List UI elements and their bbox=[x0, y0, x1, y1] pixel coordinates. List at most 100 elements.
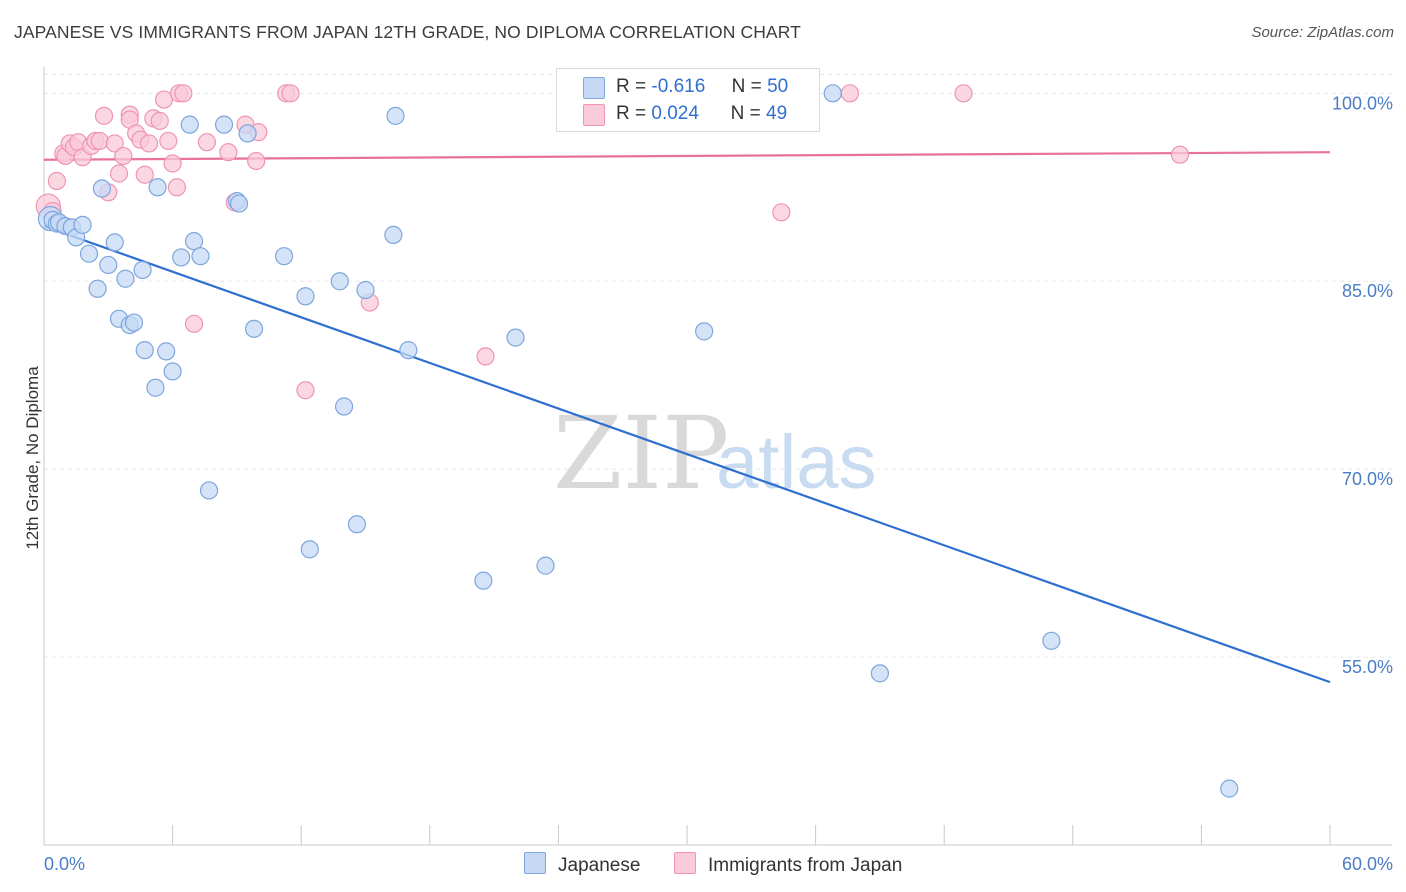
source-credit: Source: ZipAtlas.com bbox=[1251, 24, 1394, 41]
point-immigrants bbox=[476, 347, 495, 366]
point-japanese bbox=[214, 115, 234, 134]
point-japanese bbox=[356, 280, 375, 300]
point-japanese bbox=[274, 247, 294, 266]
point-japanese bbox=[172, 248, 191, 267]
x-tick-label: 0.0% bbox=[44, 854, 85, 874]
legend-stats-immigrants: R = 0.024 N = 49 bbox=[616, 103, 787, 125]
point-japanese bbox=[180, 115, 199, 134]
point-immigrants bbox=[135, 165, 154, 184]
bottom-legend-immigrants: Immigrants from Japan bbox=[674, 852, 902, 877]
point-japanese bbox=[148, 178, 167, 197]
point-immigrants bbox=[109, 164, 129, 183]
point-japanese bbox=[163, 362, 182, 381]
correlation-legend: R = -0.616 N = 50 R = 0.024 N = 49 bbox=[556, 68, 820, 132]
point-japanese bbox=[105, 233, 124, 252]
point-japanese bbox=[536, 556, 555, 575]
trend-line-japanese bbox=[43, 225, 1331, 684]
point-japanese bbox=[1220, 779, 1239, 798]
point-japanese bbox=[347, 515, 367, 534]
point-immigrants bbox=[281, 84, 300, 103]
point-immigrants bbox=[219, 143, 238, 162]
bottom-legend-swatch-immigrants bbox=[674, 852, 696, 874]
point-japanese bbox=[133, 260, 152, 280]
point-immigrants bbox=[159, 131, 178, 151]
chart-title: JAPANESE VS IMMIGRANTS FROM JAPAN 12TH G… bbox=[14, 22, 801, 42]
legend-r-label: R = bbox=[616, 76, 647, 97]
point-japanese bbox=[870, 664, 890, 683]
point-immigrants bbox=[174, 84, 193, 103]
point-japanese bbox=[73, 215, 92, 234]
point-japanese bbox=[184, 232, 204, 251]
point-japanese bbox=[296, 287, 315, 306]
point-immigrants bbox=[197, 133, 216, 152]
bottom-legend-japanese: Japanese bbox=[524, 852, 640, 877]
point-japanese bbox=[300, 540, 319, 559]
point-japanese bbox=[384, 225, 403, 244]
point-japanese bbox=[474, 571, 493, 590]
point-japanese bbox=[92, 179, 111, 198]
legend-r-label: R = bbox=[616, 103, 647, 124]
point-japanese bbox=[199, 481, 219, 500]
legend-swatch-immigrants bbox=[583, 104, 605, 126]
point-japanese bbox=[88, 279, 107, 298]
point-immigrants bbox=[163, 154, 182, 173]
bottom-legend-swatch-japanese bbox=[524, 852, 546, 874]
point-japanese bbox=[334, 397, 354, 416]
point-immigrants bbox=[840, 84, 859, 103]
legend-r-value: -0.616 bbox=[651, 76, 706, 97]
point-immigrants bbox=[114, 146, 133, 166]
watermark: ZIP atlas bbox=[553, 395, 877, 512]
point-japanese bbox=[506, 328, 525, 347]
point-immigrants bbox=[47, 171, 66, 191]
point-immigrants bbox=[184, 314, 204, 333]
point-immigrants bbox=[94, 106, 114, 125]
bottom-legend-label-japanese: Japanese bbox=[558, 855, 641, 876]
legend-swatch-japanese bbox=[583, 77, 605, 99]
point-immigrants bbox=[90, 131, 109, 151]
point-immigrants bbox=[954, 84, 973, 103]
legend-n-value: 50 bbox=[767, 76, 789, 97]
bottom-legend-label-immigrants: Immigrants from Japan bbox=[708, 855, 903, 876]
data-points bbox=[35, 84, 1239, 798]
y-axis-label: 12th Grade, No Diploma bbox=[23, 366, 42, 550]
point-immigrants bbox=[139, 134, 159, 153]
tick-labels: 100.0% 85.0% 70.0% 55.0% 0.0% 60.0% bbox=[44, 93, 1393, 874]
point-japanese bbox=[695, 322, 714, 341]
point-japanese bbox=[157, 342, 176, 361]
y-axis-label-group: 12th Grade, No Diploma bbox=[23, 366, 42, 550]
point-immigrants bbox=[296, 381, 315, 400]
point-japanese bbox=[146, 378, 165, 397]
point-japanese bbox=[330, 272, 349, 291]
x-tick-label: 60.0% bbox=[1342, 854, 1393, 874]
gridlines bbox=[44, 74, 1392, 658]
point-immigrants bbox=[167, 178, 186, 197]
legend-r-value: 0.024 bbox=[651, 103, 699, 124]
point-japanese bbox=[116, 269, 135, 288]
point-japanese bbox=[135, 341, 154, 360]
point-japanese bbox=[386, 106, 405, 125]
point-japanese bbox=[191, 247, 210, 266]
point-japanese bbox=[244, 319, 264, 338]
point-japanese bbox=[79, 244, 99, 263]
point-immigrants bbox=[247, 151, 266, 171]
point-immigrants bbox=[772, 203, 791, 222]
watermark-zip: ZIP bbox=[553, 395, 729, 512]
point-japanese bbox=[124, 313, 144, 332]
watermark-atlas: atlas bbox=[716, 420, 877, 505]
legend-stats-japanese: R = -0.616 N = 50 bbox=[616, 76, 788, 98]
legend-n-value: 49 bbox=[766, 103, 788, 124]
point-japanese bbox=[99, 255, 118, 275]
point-japanese bbox=[229, 194, 249, 213]
y-tick-label: 100.0% bbox=[1332, 93, 1393, 113]
legend-n-label: N = bbox=[731, 76, 762, 97]
y-tick-label: 55.0% bbox=[1342, 657, 1393, 677]
point-japanese bbox=[823, 84, 842, 103]
point-japanese bbox=[399, 341, 418, 360]
point-immigrants bbox=[150, 111, 169, 130]
y-tick-label: 85.0% bbox=[1342, 281, 1393, 301]
point-immigrants bbox=[1170, 145, 1190, 164]
legend-n-label: N = bbox=[730, 103, 761, 124]
point-japanese bbox=[1042, 631, 1061, 650]
point-immigrants bbox=[105, 134, 124, 153]
